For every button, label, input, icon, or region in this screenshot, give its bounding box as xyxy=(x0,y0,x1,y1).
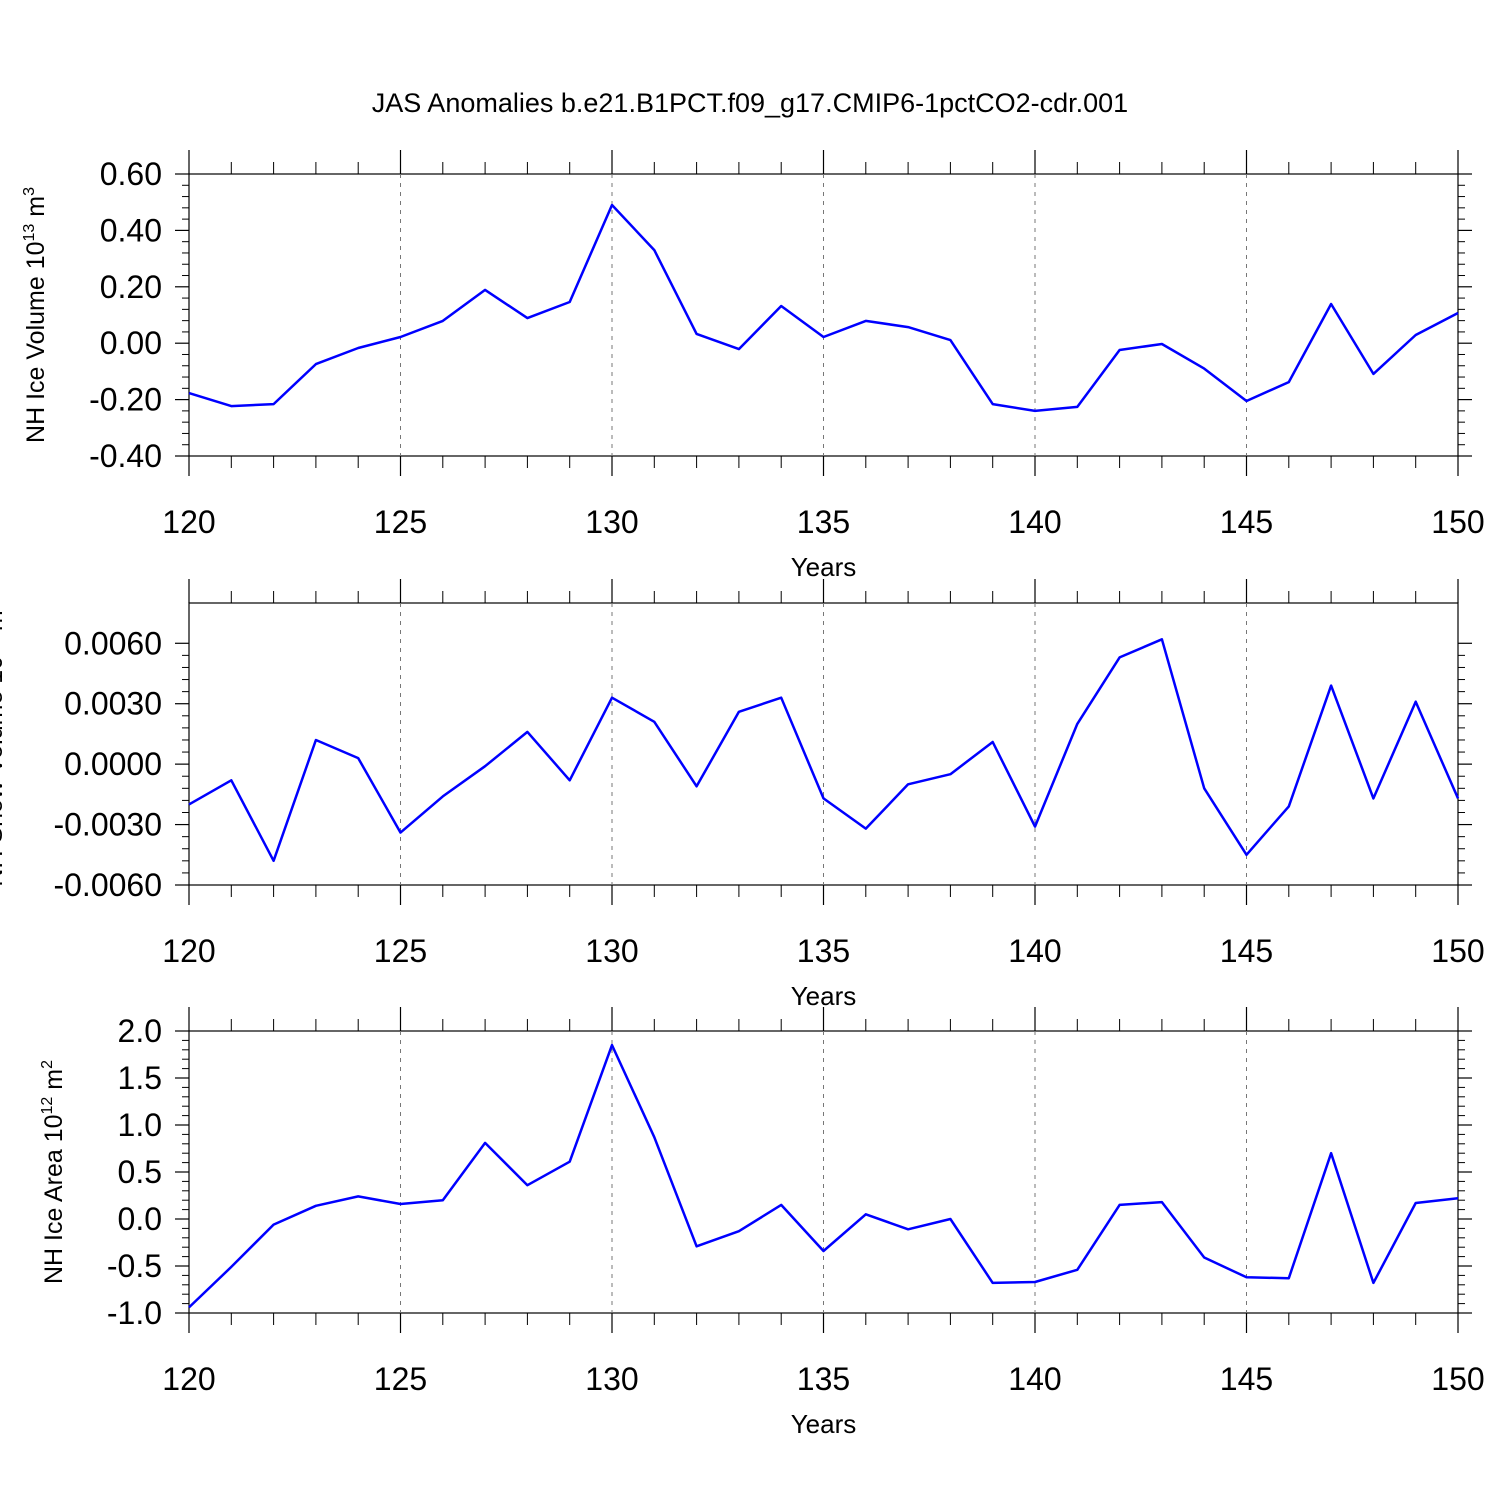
y-axis-label: NH Ice Area 1012 m2 xyxy=(39,1060,68,1284)
x-tick-label: 145 xyxy=(1220,1361,1273,1397)
x-axis-label: Years xyxy=(791,1409,857,1439)
x-tick-label: 130 xyxy=(585,504,638,540)
x-tick-label: 135 xyxy=(797,504,850,540)
y-axis-label-superscript: 2 xyxy=(39,1060,56,1069)
x-tick-label: 125 xyxy=(374,504,427,540)
y-tick-label: -0.0060 xyxy=(53,867,162,903)
y-tick-label: 0.0 xyxy=(118,1201,162,1237)
x-axis-label: Years xyxy=(791,981,857,1011)
y-tick-label: -0.20 xyxy=(89,382,162,418)
y-tick-label: 0.0030 xyxy=(64,686,162,722)
y-axis-label-part: m xyxy=(0,610,8,638)
y-axis-label-part: m xyxy=(22,196,50,224)
y-tick-label: 0.20 xyxy=(100,269,162,305)
x-axis-label: Years xyxy=(791,552,857,582)
x-tick-label: 145 xyxy=(1220,933,1273,969)
x-tick-label: 120 xyxy=(162,504,215,540)
y-tick-label: 0.40 xyxy=(100,212,162,248)
y-axis-label-superscript: 3 xyxy=(21,187,38,196)
x-tick-label: 140 xyxy=(1008,1361,1061,1397)
y-tick-label: -0.0030 xyxy=(53,807,162,843)
y-axis-label-part: m xyxy=(40,1069,68,1097)
y-tick-label: 0.0000 xyxy=(64,746,162,782)
plot-frame xyxy=(188,173,1459,457)
data-line xyxy=(188,1043,1459,1309)
x-tick-label: 140 xyxy=(1008,933,1061,969)
y-tick-label: 0.60 xyxy=(100,156,162,192)
y-tick-label: -1.0 xyxy=(107,1295,162,1331)
x-tick-label: 150 xyxy=(1431,933,1484,969)
y-axis-label-superscript: 13 xyxy=(21,224,38,242)
x-tick-label: 120 xyxy=(162,1361,215,1397)
y-axis-label-superscript: 12 xyxy=(39,1097,56,1115)
y-axis-label-part: NH Snow Volume 10 xyxy=(0,656,8,887)
y-tick-label: 0.5 xyxy=(118,1154,162,1190)
data-line xyxy=(188,203,1459,413)
y-tick-label: -0.40 xyxy=(89,438,162,474)
x-tick-label: 125 xyxy=(374,933,427,969)
y-tick-label: 0.00 xyxy=(100,325,162,361)
x-tick-label: 140 xyxy=(1008,504,1061,540)
y-axis-label-part: NH Ice Volume 10 xyxy=(22,241,50,443)
y-tick-label: 1.0 xyxy=(118,1107,162,1143)
x-tick-label: 135 xyxy=(797,1361,850,1397)
x-tick-label: 145 xyxy=(1220,504,1273,540)
y-tick-label: -0.5 xyxy=(107,1248,162,1284)
x-tick-label: 150 xyxy=(1431,1361,1484,1397)
y-axis-label: NH Snow Volume 1013 m3 xyxy=(0,601,8,886)
x-tick-label: 120 xyxy=(162,933,215,969)
y-axis-label: NH Ice Volume 1013 m3 xyxy=(21,187,50,443)
x-tick-label: 130 xyxy=(585,1361,638,1397)
x-tick-label: 130 xyxy=(585,933,638,969)
x-tick-label: 150 xyxy=(1431,504,1484,540)
figure-title: JAS Anomalies b.e21.B1PCT.f09_g17.CMIP6-… xyxy=(372,88,1128,118)
data-line xyxy=(188,638,1460,863)
y-tick-label: 2.0 xyxy=(118,1013,162,1049)
plot-frame xyxy=(188,1030,1459,1314)
y-tick-label: 0.0060 xyxy=(64,625,162,661)
y-tick-label: 1.5 xyxy=(118,1060,162,1096)
x-tick-label: 135 xyxy=(797,933,850,969)
plot-frame xyxy=(188,602,1459,886)
y-axis-label-part: NH Ice Area 10 xyxy=(40,1114,68,1284)
x-tick-label: 125 xyxy=(374,1361,427,1397)
